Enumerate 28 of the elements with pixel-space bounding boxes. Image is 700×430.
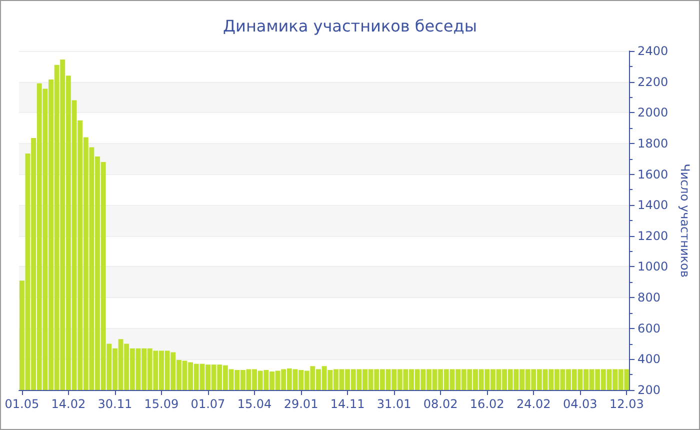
y-axis-title: Число участников	[678, 164, 692, 278]
x-tick-label: 04.03	[562, 397, 598, 411]
y-tick-label: 1800	[638, 136, 668, 150]
x-tick-label: 31.01	[376, 397, 412, 411]
y-tick-label: 2200	[638, 74, 668, 89]
y-tick-label: 1400	[638, 198, 668, 212]
y-tick-label: 800	[638, 290, 660, 305]
x-tick-label: 24.02	[516, 397, 551, 411]
x-tick-label: 14.02	[51, 397, 86, 411]
x-tick-label: 08.02	[423, 397, 458, 411]
x-tick-label: 29.01	[284, 397, 318, 411]
x-tick-label: 16.02	[470, 397, 504, 411]
x-tick-label: 12.03	[609, 397, 644, 411]
x-tick-label: 30.11	[98, 397, 132, 411]
x-tick-label: 15.04	[237, 397, 272, 411]
y-tick-label: 600	[638, 321, 660, 336]
y-tick-label: 400	[638, 352, 660, 366]
y-tick-label: 2400	[638, 44, 668, 58]
y-tick-label: 200	[638, 383, 660, 397]
y-tick-label: 1000	[638, 260, 668, 274]
y-tick-label: 1600	[638, 167, 668, 182]
x-tick-label: 01.07	[190, 397, 226, 411]
chart-title: Динамика участников беседы	[223, 16, 477, 36]
x-tick-label: 14.11	[330, 397, 365, 411]
x-tick-label: 01.05	[4, 397, 40, 411]
y-tick-label: 1200	[638, 228, 668, 243]
x-tick-label: 15.09	[144, 397, 179, 411]
y-tick-label: 2000	[638, 106, 668, 120]
